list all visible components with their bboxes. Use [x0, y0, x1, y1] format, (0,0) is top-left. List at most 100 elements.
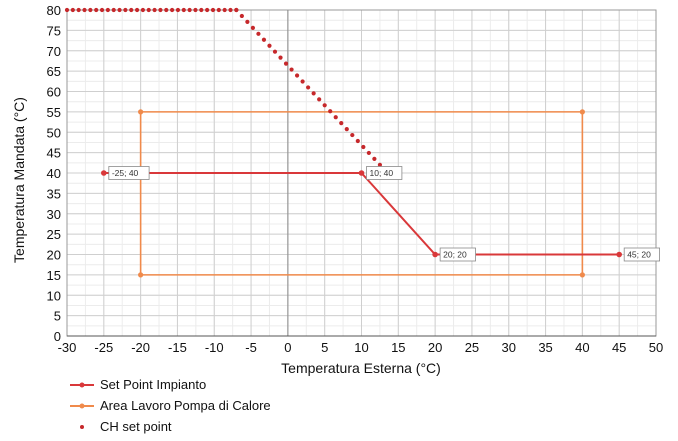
x-tick-label: 30: [502, 340, 516, 355]
x-tick-label: 40: [575, 340, 589, 355]
legend-swatch-line-marker: [70, 403, 94, 408]
x-tick-labels: -30 -25 -20 -15 -10 -5 0 5 10 15 20 25 30 35 40 45 50: [58, 340, 664, 355]
ch-set-point-dot: [306, 85, 311, 90]
ch-set-point-dot: [70, 7, 75, 13]
y-tick-label: 60: [47, 85, 61, 100]
x-tick-label: 50: [649, 340, 663, 355]
legend-label: CH set point: [100, 419, 172, 434]
y-tick-label: 75: [47, 23, 61, 38]
set-point-marker: [358, 170, 365, 176]
ch-set-point-dot: [187, 7, 192, 13]
legend-item-ch-set-point: CH set point: [70, 416, 271, 437]
ch-set-point-dot: [377, 162, 383, 167]
y-tick-label: 50: [47, 125, 61, 140]
y-tick-label: 65: [47, 64, 61, 79]
ch-set-point-dot: [317, 97, 322, 102]
ch-set-point-dot: [140, 7, 146, 13]
y-tick-label: 70: [47, 44, 61, 59]
x-tick-label: 25: [465, 340, 479, 355]
point-labels: -25; 40 10; 40 20; 20 45; 20: [108, 166, 660, 262]
ch-set-point-dot: [228, 7, 233, 13]
set-point-marker: [101, 170, 107, 176]
x-tick-label: -30: [58, 340, 77, 355]
ch-set-point-dot: [222, 7, 227, 13]
x-tick-label: 15: [391, 340, 405, 355]
legend-swatch-dot: [80, 424, 84, 429]
ch-set-point-dot: [146, 7, 151, 13]
x-tick-label: 20: [428, 340, 442, 355]
y-tick-label: 35: [47, 186, 61, 201]
ch-set-point-dot: [111, 7, 116, 13]
x-axis-label: Temperatura Esterna (°C): [281, 360, 441, 376]
ch-set-point-dot: [234, 7, 239, 13]
area-lavoro-point: [138, 272, 144, 278]
ch-set-point-dot: [256, 31, 261, 36]
y-tick-label: 55: [47, 105, 61, 120]
area-lavoro-point: [138, 109, 144, 115]
ch-set-point-dot: [134, 7, 140, 13]
y-tick-label: 15: [47, 268, 61, 283]
legend-item-area-lavoro: Area Lavoro Pompa di Calore: [70, 395, 271, 416]
y-tick-label: 80: [47, 3, 61, 18]
y-tick-label: 0: [54, 329, 61, 344]
ch-set-point-dot: [129, 7, 134, 13]
ch-set-point-dot: [99, 7, 105, 13]
x-tick-label: -10: [205, 340, 224, 355]
ch-set-point-dot: [350, 132, 355, 138]
ch-set-point-dot: [372, 156, 377, 161]
ch-set-point-dot: [152, 7, 157, 13]
ch-set-point-dot: [88, 7, 93, 13]
y-axis-label: Temperatura Mandata (°C): [11, 97, 27, 263]
ch-set-point-dot: [170, 7, 175, 13]
legend-swatch-line-marker: [70, 382, 94, 387]
ch-set-point-dot: [355, 138, 360, 144]
ch-set-point-dot: [344, 127, 349, 132]
point-label: 10; 40: [370, 168, 394, 178]
point-label-box: [366, 166, 403, 180]
y-tick-label: 10: [47, 288, 61, 303]
ch-set-point-dot: [205, 7, 210, 13]
ch-set-point-dot: [117, 7, 122, 13]
y-tick-label: 5: [54, 309, 61, 324]
y-tick-labels: 0 5 10 15 20 25 30 35 40 45 50 55 60 65 70 75 80: [47, 3, 61, 344]
ch-set-point-dot: [158, 7, 163, 13]
ch-set-point-dot: [216, 7, 221, 13]
y-tick-label: 25: [47, 227, 61, 242]
x-tick-label: -20: [131, 340, 150, 355]
ch-set-point-dot: [175, 7, 181, 13]
ch-set-point-dot: [339, 121, 344, 126]
legend-label: Set Point Impianto: [100, 377, 207, 392]
ch-set-point-dot: [278, 55, 283, 60]
ch-set-point-dot: [322, 103, 327, 108]
x-tick-label: 0: [284, 340, 291, 355]
ch-set-point-dot: [82, 7, 87, 13]
x-tick-label: 5: [321, 340, 328, 355]
point-label: -25; 40: [112, 168, 139, 178]
ch-set-point-dot: [64, 7, 70, 13]
point-label: 20; 20: [443, 250, 467, 260]
set-point-marker: [616, 251, 622, 258]
ch-set-point-dot: [94, 7, 99, 13]
legend-label: Area Lavoro: [100, 398, 171, 413]
ch-set-point-dot: [333, 115, 338, 120]
ch-set-point-dot: [311, 91, 316, 96]
ch-set-point-dot: [245, 19, 250, 25]
ch-set-point-dot: [289, 67, 294, 72]
area-lavoro-point: [579, 109, 585, 115]
legend-item-set-point: Set Point Impianto: [70, 374, 271, 395]
x-tick-label: -5: [245, 340, 257, 355]
point-label-box: [439, 247, 476, 262]
ch-set-point-dot: [283, 61, 289, 66]
x-tick-label: -25: [94, 340, 113, 355]
ch-set-point-dot: [267, 43, 272, 48]
legend: Set Point Impianto Area Lavoro Pompa di …: [70, 374, 271, 437]
x-tick-label: -15: [168, 340, 187, 355]
point-label: 45; 20: [627, 250, 651, 260]
set-point-marker: [432, 251, 438, 258]
ch-set-point-dot: [300, 79, 305, 84]
x-tick-label: 10: [354, 340, 368, 355]
ch-set-point-dot: [272, 49, 278, 54]
ch-set-point-dot: [294, 73, 300, 78]
x-tick-label: 35: [538, 340, 552, 355]
